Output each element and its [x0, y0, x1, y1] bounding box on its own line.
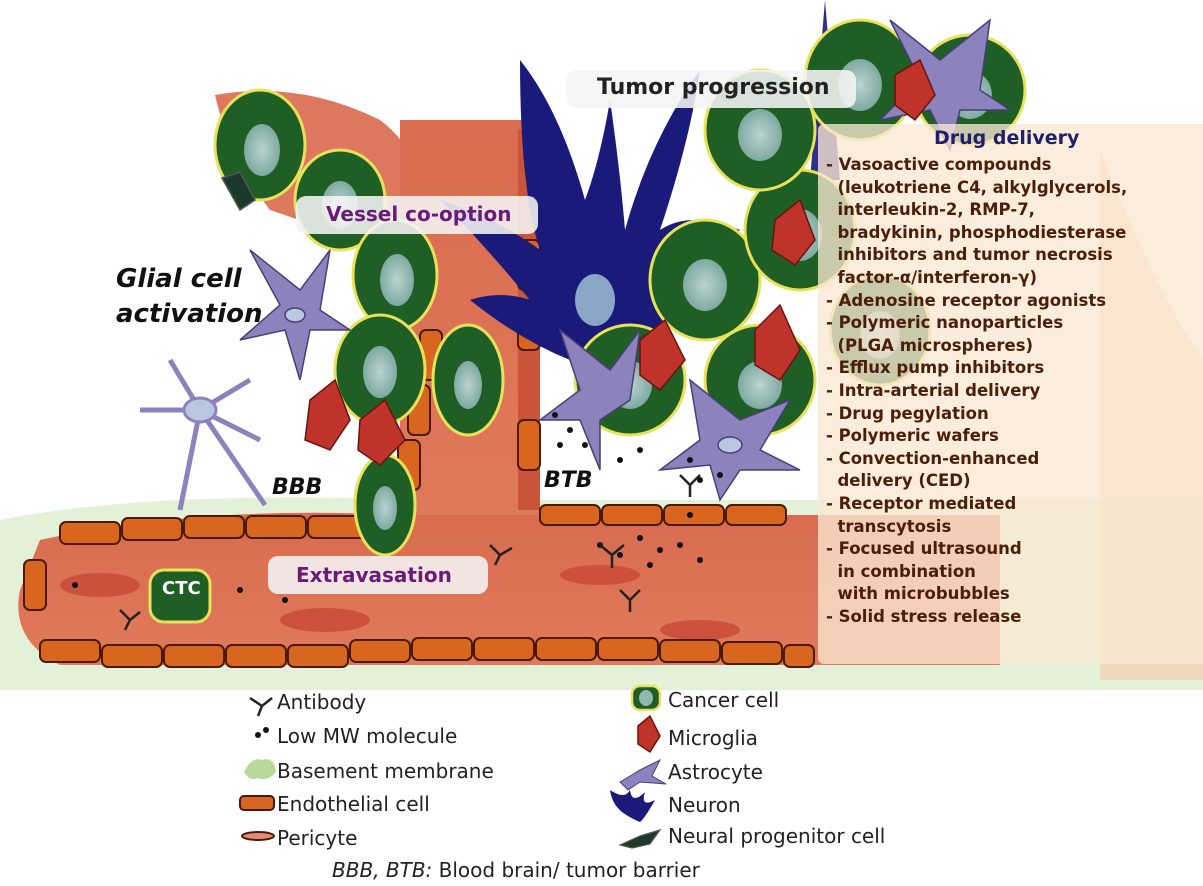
- ctc-cell: [148, 568, 212, 624]
- legend-basement-membrane: Basement membrane: [277, 759, 494, 783]
- drug-item: interleukin-2, RMP-7,: [826, 200, 1035, 220]
- footnote-text: Blood brain/ tumor barrier: [432, 858, 700, 882]
- glial-activation-label-line2: activation: [116, 299, 263, 329]
- btb-label: BTB: [544, 468, 593, 493]
- antibodies: [119, 474, 701, 631]
- horizontal-vessel: [18, 512, 1001, 665]
- drug-delivery-panel: [818, 124, 1203, 664]
- astrocyte-legend-icon: [619, 758, 667, 791]
- endothelial-cell-legend-icon: [239, 795, 275, 811]
- legend-astrocyte: Astrocyte: [668, 760, 763, 784]
- low-mw-molecule-legend-icon: [255, 727, 269, 738]
- neural-progenitor-legend-icon: [618, 828, 662, 849]
- extravasation-box: [268, 556, 488, 594]
- drug-item: in combination: [826, 561, 976, 581]
- vessel-cooption-box: [296, 196, 538, 234]
- neural-progenitor-cell: [220, 171, 256, 212]
- drug-item: - Polymeric nanoparticles: [826, 313, 1064, 333]
- tumor-progression-box: [566, 70, 856, 108]
- glial-cell-left: [140, 358, 268, 511]
- extravasation-label: Extravasation: [296, 563, 452, 587]
- basement-membrane-legend-icon: [244, 759, 276, 780]
- pericyte-legend-icon: [241, 831, 275, 841]
- legend-low-mw-molecule: Low MW molecule: [277, 724, 458, 748]
- drug-item: (leukotriene C4, alkylglycerols,: [826, 177, 1128, 197]
- drug-item: factor-α/interferon-γ): [826, 267, 1037, 287]
- legend-pericyte: Pericyte: [277, 826, 358, 850]
- legend-neuron: Neuron: [668, 793, 741, 817]
- drug-item: with microbubbles: [826, 584, 1010, 604]
- bbb-label: BBB: [272, 475, 323, 500]
- neuron-legend-icon: [610, 790, 655, 822]
- drug-item: transcytosis: [826, 516, 952, 536]
- drug-item: inhibitors and tumor necrosis: [826, 245, 1113, 265]
- ctc-label: CTC: [162, 578, 201, 599]
- drug-item: - Convection-enhanced: [826, 448, 1040, 468]
- legend-neural-progenitor-cell: Neural progenitor cell: [668, 824, 886, 848]
- drug-item: - Intra-arterial delivery: [826, 380, 1041, 400]
- drug-delivery-list: - Vasoactive compounds (leukotriene C4, …: [826, 154, 1127, 628]
- glial-cell-left-body: [182, 396, 218, 424]
- vessel-cooption-label: Vessel co-option: [326, 202, 512, 226]
- drug-item: bradykinin, phosphodiesterase: [826, 222, 1127, 242]
- tumor-progression-label: Tumor progression: [597, 75, 830, 100]
- legend-endothelial-cell: Endothelial cell: [277, 792, 430, 816]
- drug-item: - Focused ultrasound: [826, 539, 1022, 559]
- drug-item: - Vasoactive compounds: [826, 155, 1052, 174]
- drug-item: - Drug pegylation: [826, 403, 989, 423]
- legend-microglia: Microglia: [668, 726, 758, 750]
- microglia-legend-icon: [637, 714, 661, 754]
- glial-activation-label-line1: Glial cell: [116, 264, 242, 294]
- drug-item: - Efflux pump inhibitors: [826, 358, 1045, 378]
- footnote-abbr: BBB, BTB:: [332, 858, 433, 882]
- legend-cancer-cell: Cancer cell: [668, 688, 780, 712]
- drug-item: - Polymeric wafers: [826, 426, 999, 446]
- drug-item: - Adenosine receptor agonists: [826, 290, 1107, 310]
- drug-item: (PLGA microspheres): [826, 335, 1034, 355]
- drug-item: delivery (CED): [826, 471, 971, 491]
- drug-delivery-title: Drug delivery: [934, 127, 1080, 149]
- legend-icons: [239, 684, 667, 849]
- footnote: BBB, BTB: Blood brain/ tumor barrier: [332, 858, 700, 882]
- endothelial-cells: [23, 239, 815, 668]
- astrocytes: [239, 18, 1013, 502]
- antibody-legend-icon: [249, 696, 273, 717]
- low-mw-molecules: [72, 412, 723, 603]
- cancer-cell-legend-icon: [630, 684, 662, 712]
- drug-item: - Solid stress release: [826, 606, 1022, 626]
- legend-antibody: Antibody: [277, 690, 367, 714]
- drug-item: - Receptor mediated: [826, 493, 1017, 513]
- microglia-cells: [304, 58, 936, 466]
